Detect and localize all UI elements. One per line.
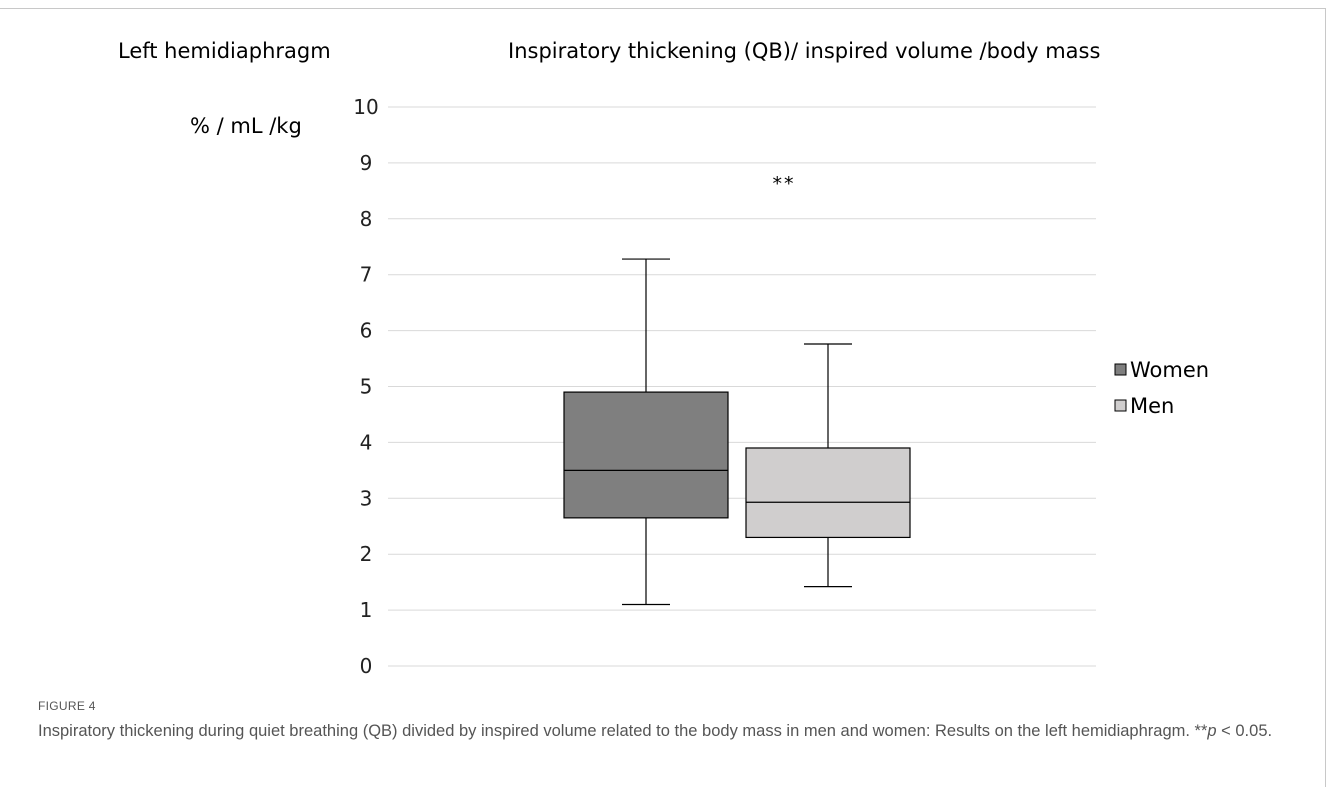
y-tick-label: 0: [360, 654, 373, 678]
y-axis-label: % / mL /kg: [190, 114, 302, 138]
figure-caption: Inspiratory thickening during quiet brea…: [38, 721, 1288, 742]
legend-swatch: [1114, 399, 1127, 412]
y-tick-labels: 0 1 2 3 4 5 6 7 8 9 10: [353, 95, 378, 678]
y-tick-label: 2: [360, 542, 373, 566]
y-tick-label: 1: [360, 598, 373, 622]
caption-tail: < 0.05.: [1216, 722, 1273, 740]
boxes: [563, 258, 911, 606]
box-men: [745, 343, 911, 588]
chart-title: Inspiratory thickening (QB)/ inspired vo…: [508, 39, 1100, 63]
legend-label: Women: [1130, 358, 1209, 382]
y-tick-label: 6: [360, 319, 373, 343]
y-tick-label: 5: [360, 375, 373, 399]
iqr-box: [745, 447, 911, 539]
y-tick-label: 4: [360, 430, 373, 454]
legend: Women Men: [1114, 358, 1209, 418]
iqr-box: [563, 391, 729, 519]
y-tick-label: 8: [360, 207, 373, 231]
y-tick-label: 10: [353, 95, 378, 119]
significance-annotation: **: [773, 173, 796, 195]
box-plot-chart: Left hemidiaphragm Inspiratory thickenin…: [118, 39, 1209, 678]
y-tick-label: 7: [360, 263, 373, 287]
figure-label: FIGURE 4: [38, 699, 96, 713]
side-title: Left hemidiaphragm: [118, 39, 331, 63]
legend-swatch: [1114, 363, 1127, 376]
caption-main: Inspiratory thickening during quiet brea…: [38, 722, 1208, 740]
caption-p-symbol: p: [1207, 722, 1217, 740]
y-tick-label: 3: [360, 486, 373, 510]
y-tick-label: 9: [360, 151, 373, 175]
grid-lines: [388, 106, 1096, 667]
legend-label: Men: [1130, 394, 1174, 418]
box-women: [563, 258, 729, 606]
figure-frame: [0, 8, 1326, 787]
